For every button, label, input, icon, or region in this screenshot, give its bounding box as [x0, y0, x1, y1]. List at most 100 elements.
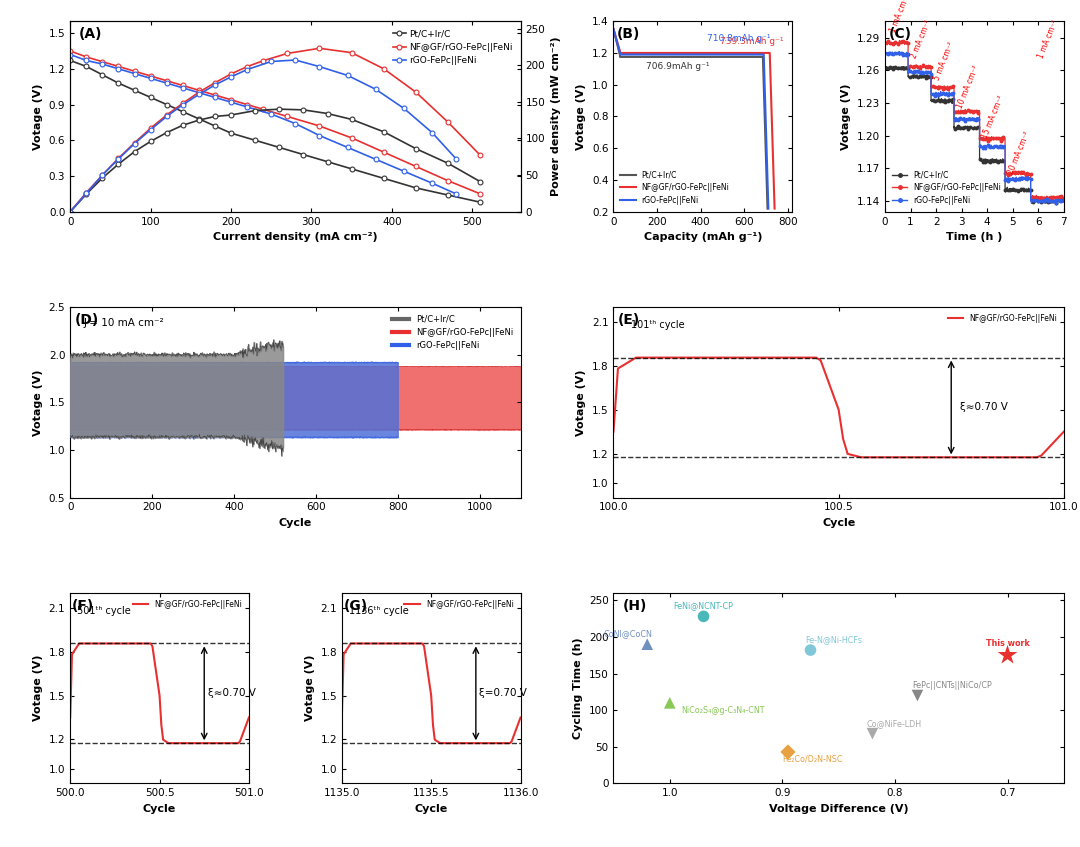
- Pt/C+Ir/C: [1003, 184, 1016, 194]
- rGO-FePc||FeNi: [980, 141, 993, 152]
- rGO-FePc||FeNi: [208, 92, 221, 102]
- NF@GF/rGO-FePc||FeNi: [1037, 193, 1050, 203]
- Pt/C+Ir/C: [192, 113, 205, 124]
- Line: NF@GF/rGO-FePc||FeNi: NF@GF/rGO-FePc||FeNi: [68, 48, 483, 197]
- Text: (B): (B): [617, 27, 640, 41]
- Line: rGO-FePc||FeNi: rGO-FePc||FeNi: [68, 53, 459, 197]
- NF@GF/rGO-FePc||FeNi: [64, 46, 77, 56]
- rGO-FePc||FeNi: [937, 89, 950, 99]
- rGO-FePc||FeNi: [1037, 197, 1050, 208]
- NF@GF/rGO-FePc||FeNi: [893, 36, 906, 46]
- NF@GF/rGO-FePc||FeNi: [96, 57, 109, 67]
- X-axis label: Time (h ): Time (h ): [946, 232, 1002, 242]
- Text: 706.9mAh g⁻¹: 706.9mAh g⁻¹: [646, 62, 710, 71]
- X-axis label: Voltage Difference (V): Voltage Difference (V): [769, 804, 908, 814]
- Y-axis label: Votage (V): Votage (V): [33, 655, 43, 722]
- Y-axis label: Cycling Time (h): Cycling Time (h): [573, 638, 583, 739]
- Text: NiCo₂S₄@g-C₃N₄-CNT: NiCo₂S₄@g-C₃N₄-CNT: [681, 706, 765, 715]
- Text: Fe-N@Ni-HCFs: Fe-N@Ni-HCFs: [805, 635, 862, 645]
- Y-axis label: Power density (mW cm⁻²): Power density (mW cm⁻²): [551, 36, 561, 197]
- rGO-FePc||FeNi: [64, 49, 77, 59]
- Pt/C+Ir/C: [887, 61, 900, 71]
- X-axis label: Cycle: Cycle: [279, 518, 312, 528]
- rGO-FePc||FeNi: [1057, 195, 1070, 205]
- Pt/C+Ir/C: [80, 61, 93, 71]
- NF@GF/rGO-FePc||FeNi: [208, 90, 221, 100]
- Text: 1 mA cm⁻²: 1 mA cm⁻²: [1037, 18, 1061, 59]
- Legend: Pt/C+Ir/C, NF@GF/rGO-FePc||FeNi, rGO-FePc||FeNi: Pt/C+Ir/C, NF@GF/rGO-FePc||FeNi, rGO-FeP…: [889, 167, 1004, 208]
- Text: Fe₂Co/D₂N-NSC: Fe₂Co/D₂N-NSC: [782, 755, 842, 764]
- Text: ξ≈0.70 V: ξ≈0.70 V: [960, 402, 1008, 412]
- Text: 1 mA cm⁻²: 1 mA cm⁻²: [889, 0, 913, 34]
- Pt/C+Ir/C: [1037, 196, 1050, 206]
- Pt/C+Ir/C: [937, 97, 950, 107]
- Y-axis label: Votage (V): Votage (V): [305, 655, 314, 722]
- Text: 1136ᵗʰ cycle: 1136ᵗʰ cycle: [349, 606, 408, 617]
- rGO-FePc||FeNi: [80, 55, 93, 65]
- NF@GF/rGO-FePc||FeNi: [970, 107, 983, 117]
- Text: 739.3mAh g⁻¹: 739.3mAh g⁻¹: [720, 37, 784, 47]
- Y-axis label: Votage (V): Votage (V): [33, 369, 43, 435]
- Point: [661, 696, 678, 710]
- rGO-FePc||FeNi: [970, 113, 983, 124]
- X-axis label: Cycle: Cycle: [415, 804, 448, 814]
- NF@GF/rGO-FePc||FeNi: [112, 61, 125, 71]
- rGO-FePc||FeNi: [129, 69, 141, 79]
- NF@GF/rGO-FePc||FeNi: [988, 134, 1001, 144]
- Pt/C+Ir/C: [297, 149, 310, 159]
- Text: CoNI@CoCN: CoNI@CoCN: [604, 629, 653, 639]
- Pt/C+Ir/C: [879, 63, 892, 73]
- Point: [780, 745, 797, 759]
- NF@GF/rGO-FePc||FeNi: [937, 82, 950, 92]
- Pt/C+Ir/C: [273, 142, 286, 152]
- NF@GF/rGO-FePc||FeNi: [1047, 195, 1059, 205]
- NF@GF/rGO-FePc||FeNi: [1003, 169, 1016, 179]
- rGO-FePc||FeNi: [192, 87, 205, 97]
- Text: (G): (G): [343, 599, 368, 612]
- NF@GF/rGO-FePc||FeNi: [879, 38, 892, 48]
- Text: 101ᵗʰ cycle: 101ᵗʰ cycle: [632, 320, 685, 330]
- NF@GF/rGO-FePc||FeNi: [281, 111, 294, 121]
- Text: ξ=0.70 V: ξ=0.70 V: [480, 689, 527, 698]
- rGO-FePc||FeNi: [449, 189, 462, 199]
- Pt/C+Ir/C: [1043, 198, 1056, 208]
- Text: ξ≈0.70 V: ξ≈0.70 V: [207, 689, 256, 698]
- Text: (F): (F): [72, 599, 94, 612]
- rGO-FePc||FeNi: [96, 59, 109, 69]
- Text: This work: This work: [986, 639, 1029, 648]
- Text: (D): (D): [75, 313, 99, 327]
- Pt/C+Ir/C: [176, 107, 189, 117]
- NF@GF/rGO-FePc||FeNi: [442, 175, 455, 185]
- Pt/C+Ir/C: [980, 157, 993, 167]
- Text: J = 10 mA cm⁻²: J = 10 mA cm⁻²: [84, 318, 164, 328]
- Pt/C+Ir/C: [988, 157, 1001, 167]
- NF@GF/rGO-FePc||FeNi: [1057, 193, 1070, 203]
- Point: [908, 689, 926, 702]
- Legend: NF@GF/rGO-FePc||FeNi: NF@GF/rGO-FePc||FeNi: [402, 597, 516, 612]
- rGO-FePc||FeNi: [893, 47, 906, 57]
- Pt/C+Ir/C: [144, 92, 157, 102]
- Text: (H): (H): [622, 599, 647, 612]
- rGO-FePc||FeNi: [144, 73, 157, 83]
- NF@GF/rGO-FePc||FeNi: [257, 104, 270, 114]
- NF@GF/rGO-FePc||FeNi: [377, 147, 390, 158]
- rGO-FePc||FeNi: [369, 154, 382, 164]
- Pt/C+Ir/C: [96, 69, 109, 80]
- Text: 501ᵗʰ cycle: 501ᵗʰ cycle: [78, 606, 131, 617]
- Line: rGO-FePc||FeNi: rGO-FePc||FeNi: [883, 50, 1065, 205]
- Text: 2 mA cm⁻²: 2 mA cm⁻²: [909, 18, 933, 59]
- Text: 15 mA cm⁻²: 15 mA cm⁻²: [981, 94, 1007, 140]
- Pt/C+Ir/C: [442, 190, 455, 200]
- Point: [694, 610, 712, 623]
- NF@GF/rGO-FePc||FeNi: [129, 66, 141, 76]
- Text: Co@NiFe-LDH: Co@NiFe-LDH: [867, 719, 922, 728]
- X-axis label: Capacity (mAh g⁻¹): Capacity (mAh g⁻¹): [644, 232, 762, 242]
- Pt/C+Ir/C: [112, 78, 125, 88]
- Pt/C+Ir/C: [377, 174, 390, 184]
- Pt/C+Ir/C: [129, 86, 141, 96]
- NF@GF/rGO-FePc||FeNi: [225, 95, 238, 105]
- NF@GF/rGO-FePc||FeNi: [144, 71, 157, 81]
- rGO-FePc||FeNi: [288, 119, 301, 129]
- Y-axis label: Votage (V): Votage (V): [33, 83, 43, 150]
- Pt/C+Ir/C: [1057, 195, 1070, 205]
